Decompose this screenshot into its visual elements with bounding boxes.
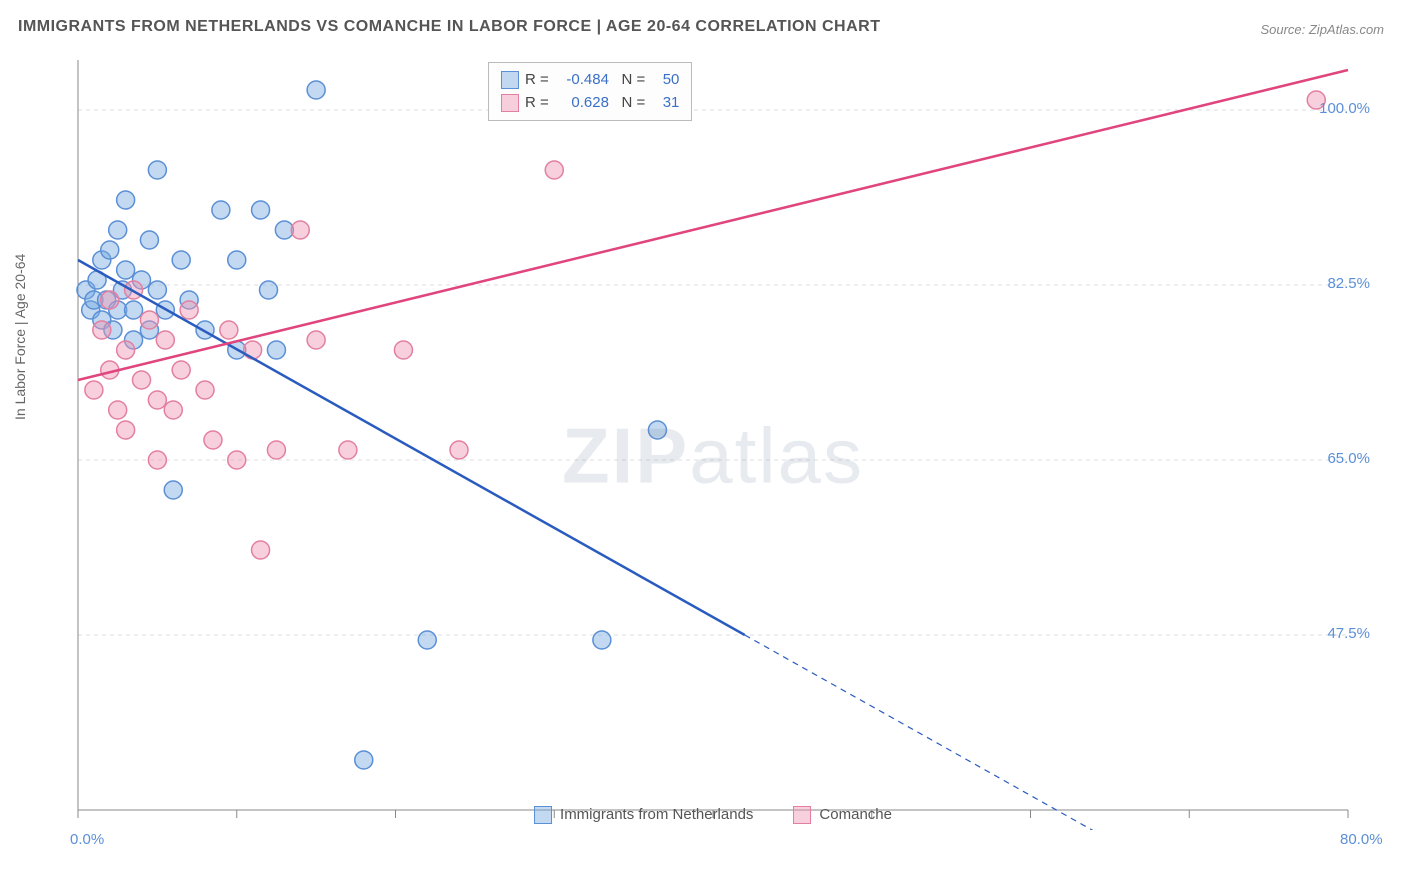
source-label: Source: ZipAtlas.com [1260,22,1384,37]
legend-item: Immigrants from Netherlands [534,806,753,824]
stat-value-n: 31 [649,92,679,115]
x-tick-label: 0.0% [70,831,104,848]
legend-label: Immigrants from Netherlands [560,806,753,823]
y-tick-label: 82.5% [1327,275,1370,292]
y-tick-label: 65.0% [1327,450,1370,467]
stat-value-n: 50 [649,69,679,92]
y-tick-label: 100.0% [1319,100,1370,117]
stats-legend-box: R = -0.484 N = 50R = 0.628 N = 31 [488,62,692,121]
stat-label-r: R = [525,71,553,88]
chart-area: ZIPatlas R = -0.484 N = 50R = 0.628 N = … [48,50,1378,830]
legend-item: Comanche [793,806,892,824]
stat-value-r: -0.484 [553,69,609,92]
scatter-chart-svg [48,50,1378,830]
legend-swatch [793,806,811,824]
legend-swatch [501,94,519,112]
stat-label-n: N = [621,71,649,88]
stat-label-r: R = [525,94,553,111]
stats-row: R = -0.484 N = 50 [501,69,679,92]
stat-value-r: 0.628 [553,92,609,115]
legend-swatch [534,806,552,824]
y-axis-label: In Labor Force | Age 20-64 [12,254,28,420]
chart-title: IMMIGRANTS FROM NETHERLANDS VS COMANCHE … [18,18,881,36]
y-tick-label: 47.5% [1327,625,1370,642]
legend-label: Comanche [819,806,892,823]
legend-swatch [501,71,519,89]
legend-bottom: Immigrants from Netherlands Comanche [534,806,892,824]
stats-row: R = 0.628 N = 31 [501,92,679,115]
x-tick-label: 80.0% [1340,831,1383,848]
stat-label-n: N = [621,94,649,111]
